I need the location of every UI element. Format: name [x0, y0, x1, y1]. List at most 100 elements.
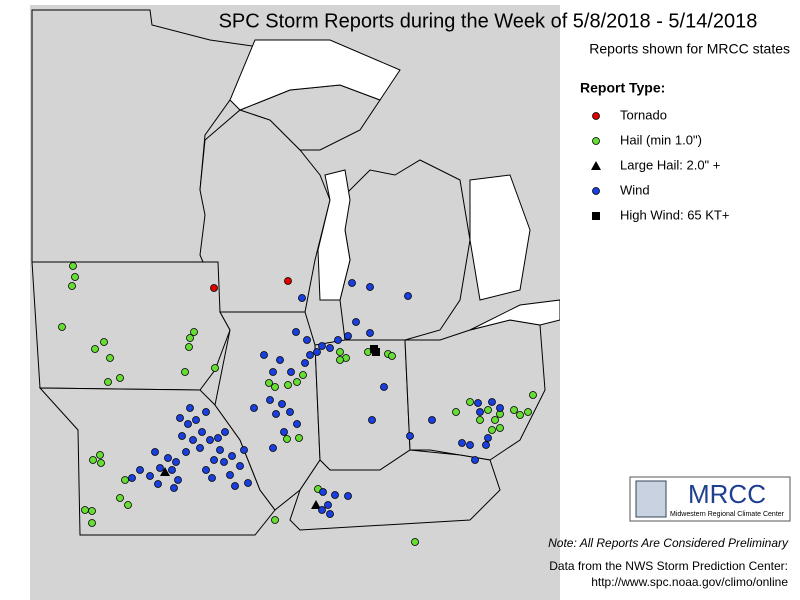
map	[30, 5, 800, 600]
report-marker	[116, 374, 124, 382]
report-marker	[411, 538, 419, 546]
report-marker	[318, 506, 326, 514]
report-marker	[269, 368, 277, 376]
report-marker	[301, 359, 309, 367]
report-marker	[181, 368, 189, 376]
report-marker	[491, 416, 499, 424]
report-marker	[283, 435, 291, 443]
report-marker	[404, 292, 412, 300]
legend-label: Wind	[620, 182, 650, 197]
report-marker	[280, 428, 288, 436]
report-marker	[336, 348, 344, 356]
report-marker	[68, 282, 76, 290]
state	[339, 159, 471, 341]
report-marker	[287, 368, 295, 376]
logo-caption: Midwestern Regional Climate Center	[670, 511, 785, 518]
report-marker	[81, 506, 89, 514]
report-marker	[189, 436, 197, 444]
report-marker	[272, 410, 280, 418]
report-marker	[366, 329, 374, 337]
report-marker	[380, 383, 388, 391]
report-marker	[182, 448, 190, 456]
report-marker	[260, 351, 268, 359]
source: Data from the NWS Storm Prediction Cente…	[549, 559, 788, 573]
report-marker	[116, 494, 124, 502]
report-marker	[192, 416, 200, 424]
state	[289, 449, 501, 531]
report-marker	[484, 406, 492, 414]
report-marker	[488, 426, 496, 434]
report-marker	[206, 436, 214, 444]
report-marker	[91, 345, 99, 353]
report-marker	[58, 323, 66, 331]
report-marker	[211, 364, 219, 372]
report-marker	[299, 371, 307, 379]
report-marker	[293, 420, 301, 428]
report-marker	[71, 273, 79, 281]
report-marker	[298, 294, 306, 302]
report-marker	[458, 439, 466, 447]
report-marker	[106, 354, 114, 362]
report-marker	[168, 466, 176, 474]
report-marker	[306, 351, 314, 359]
report-marker	[471, 456, 479, 464]
reports	[58, 262, 537, 546]
report-marker	[208, 474, 216, 482]
report-marker	[226, 471, 234, 479]
report-marker	[88, 507, 96, 515]
report-marker	[228, 452, 236, 460]
report-marker	[202, 408, 210, 416]
report-marker	[271, 516, 279, 524]
report-marker	[476, 416, 484, 424]
report-marker	[484, 434, 492, 442]
report-marker	[476, 408, 484, 416]
report-marker	[216, 446, 224, 454]
report-marker	[474, 399, 482, 407]
report-marker	[334, 336, 342, 344]
report-marker	[388, 352, 396, 360]
report-marker	[352, 318, 360, 326]
report-marker	[319, 488, 327, 496]
report-marker	[220, 458, 228, 466]
lake	[229, 39, 401, 111]
report-marker	[284, 381, 292, 389]
note: Note: All Reports Are Considered Prelimi…	[548, 536, 789, 550]
legend-label: Hail (min 1.0")	[620, 132, 702, 147]
legend-symbol	[592, 187, 600, 195]
report-marker	[210, 456, 218, 464]
report-marker	[160, 467, 170, 476]
report-marker	[178, 432, 186, 440]
report-marker	[214, 434, 222, 442]
report-marker	[303, 336, 311, 344]
source-url: http://www.spc.noaa.gov/climo/online	[591, 575, 788, 589]
title: SPC Storm Reports during the Week of 5/8…	[219, 10, 758, 32]
report-marker	[276, 356, 284, 364]
report-marker	[151, 448, 159, 456]
report-marker	[172, 458, 180, 466]
report-marker	[244, 479, 252, 487]
report-marker	[278, 400, 286, 408]
report-marker	[128, 474, 136, 482]
state	[404, 319, 546, 461]
report-marker	[326, 344, 334, 352]
report-marker	[124, 501, 132, 509]
report-marker	[524, 408, 532, 416]
legend-label: High Wind: 65 KT+	[620, 207, 729, 222]
state	[214, 311, 321, 511]
report-marker	[196, 444, 204, 452]
report-marker	[271, 383, 279, 391]
report-marker	[186, 334, 194, 342]
report-marker	[176, 414, 184, 422]
report-marker	[69, 262, 77, 270]
report-marker	[121, 476, 129, 484]
report-marker	[336, 356, 344, 364]
report-marker	[324, 501, 332, 509]
logo-name: MRCC	[688, 479, 766, 509]
report-marker	[174, 476, 182, 484]
legend: Tornado Hail (min 1.0") Large Hail: 2.0" +…	[591, 107, 729, 222]
report-marker	[510, 406, 518, 414]
report-marker	[326, 510, 334, 518]
legend-symbol	[591, 161, 601, 170]
report-marker	[318, 342, 326, 350]
report-marker	[331, 491, 339, 499]
